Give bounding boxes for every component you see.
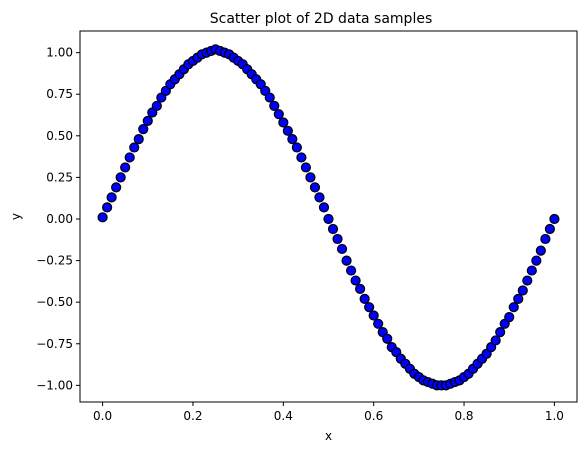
data-point: [355, 283, 366, 294]
x-tick-label: 0.4: [274, 409, 293, 423]
data-points: [97, 44, 560, 391]
y-tick-label: −0.75: [36, 337, 73, 351]
x-tick-label: 0.8: [454, 409, 473, 423]
y-tick-label: 0.25: [46, 170, 73, 184]
data-point: [332, 233, 343, 245]
data-point: [336, 243, 348, 255]
data-point: [296, 152, 307, 163]
data-point: [490, 335, 501, 346]
data-point: [373, 318, 384, 329]
data-point: [264, 92, 275, 103]
x-axis-label: x: [325, 429, 332, 443]
data-point: [364, 302, 375, 313]
data-point: [120, 162, 131, 173]
data-point: [133, 134, 144, 145]
data-point: [269, 100, 280, 111]
data-point: [544, 223, 555, 235]
x-tick-label: 0.0: [93, 409, 112, 423]
data-point: [341, 255, 352, 266]
data-point: [309, 182, 321, 193]
data-point: [318, 202, 330, 213]
data-point: [526, 265, 537, 276]
data-point: [359, 293, 370, 304]
data-point: [345, 265, 357, 276]
y-tick-label: −0.25: [36, 254, 73, 268]
data-point: [111, 182, 122, 193]
data-point: [531, 255, 542, 266]
data-point: [124, 152, 135, 163]
plot-area: [79, 30, 578, 403]
data-point: [287, 134, 298, 145]
y-tick-label: 0.50: [46, 129, 73, 143]
data-point: [522, 275, 533, 286]
data-point: [151, 100, 162, 111]
data-point: [278, 117, 289, 128]
chart-title: Scatter plot of 2D data samples: [210, 11, 433, 27]
data-point: [97, 212, 108, 223]
data-point: [350, 275, 361, 286]
data-point: [142, 115, 153, 126]
data-point: [138, 124, 149, 135]
y-tick-label: 0.75: [46, 87, 73, 101]
data-point: [129, 142, 140, 153]
data-point: [115, 172, 126, 183]
data-point: [535, 245, 546, 256]
data-point: [282, 125, 293, 136]
data-point: [517, 285, 528, 296]
data-point: [106, 192, 117, 203]
data-point: [327, 223, 339, 235]
data-point: [368, 310, 379, 321]
y-tick-label: −1.00: [36, 378, 73, 392]
data-point: [495, 327, 506, 338]
y-tick-label: −0.50: [36, 295, 73, 309]
data-point: [549, 213, 560, 225]
x-tick-label: 0.6: [364, 409, 383, 423]
y-axis-label: y: [9, 213, 23, 220]
data-point: [273, 109, 284, 120]
data-point: [300, 162, 312, 173]
x-axis-ticks: 0.0 0.2 0.4 0.6 0.8 1.0: [93, 402, 564, 423]
data-point: [504, 312, 515, 323]
y-tick-label: 1.00: [46, 46, 73, 60]
data-point: [540, 233, 551, 245]
y-tick-label: 0.00: [46, 212, 73, 226]
data-point: [382, 333, 393, 344]
data-point: [102, 202, 113, 213]
y-axis-ticks: −1.00 −0.75 −0.50 −0.25 0.00 0.25 0.50 0.75 1.00: [36, 46, 80, 392]
data-point: [305, 172, 316, 183]
x-tick-label: 0.2: [183, 409, 202, 423]
data-point: [291, 142, 302, 153]
x-tick-label: 1.0: [545, 409, 564, 423]
data-point: [323, 213, 334, 225]
data-point: [508, 302, 519, 313]
plot-frame: [79, 30, 578, 403]
data-point: [513, 293, 524, 304]
data-point: [314, 192, 325, 203]
